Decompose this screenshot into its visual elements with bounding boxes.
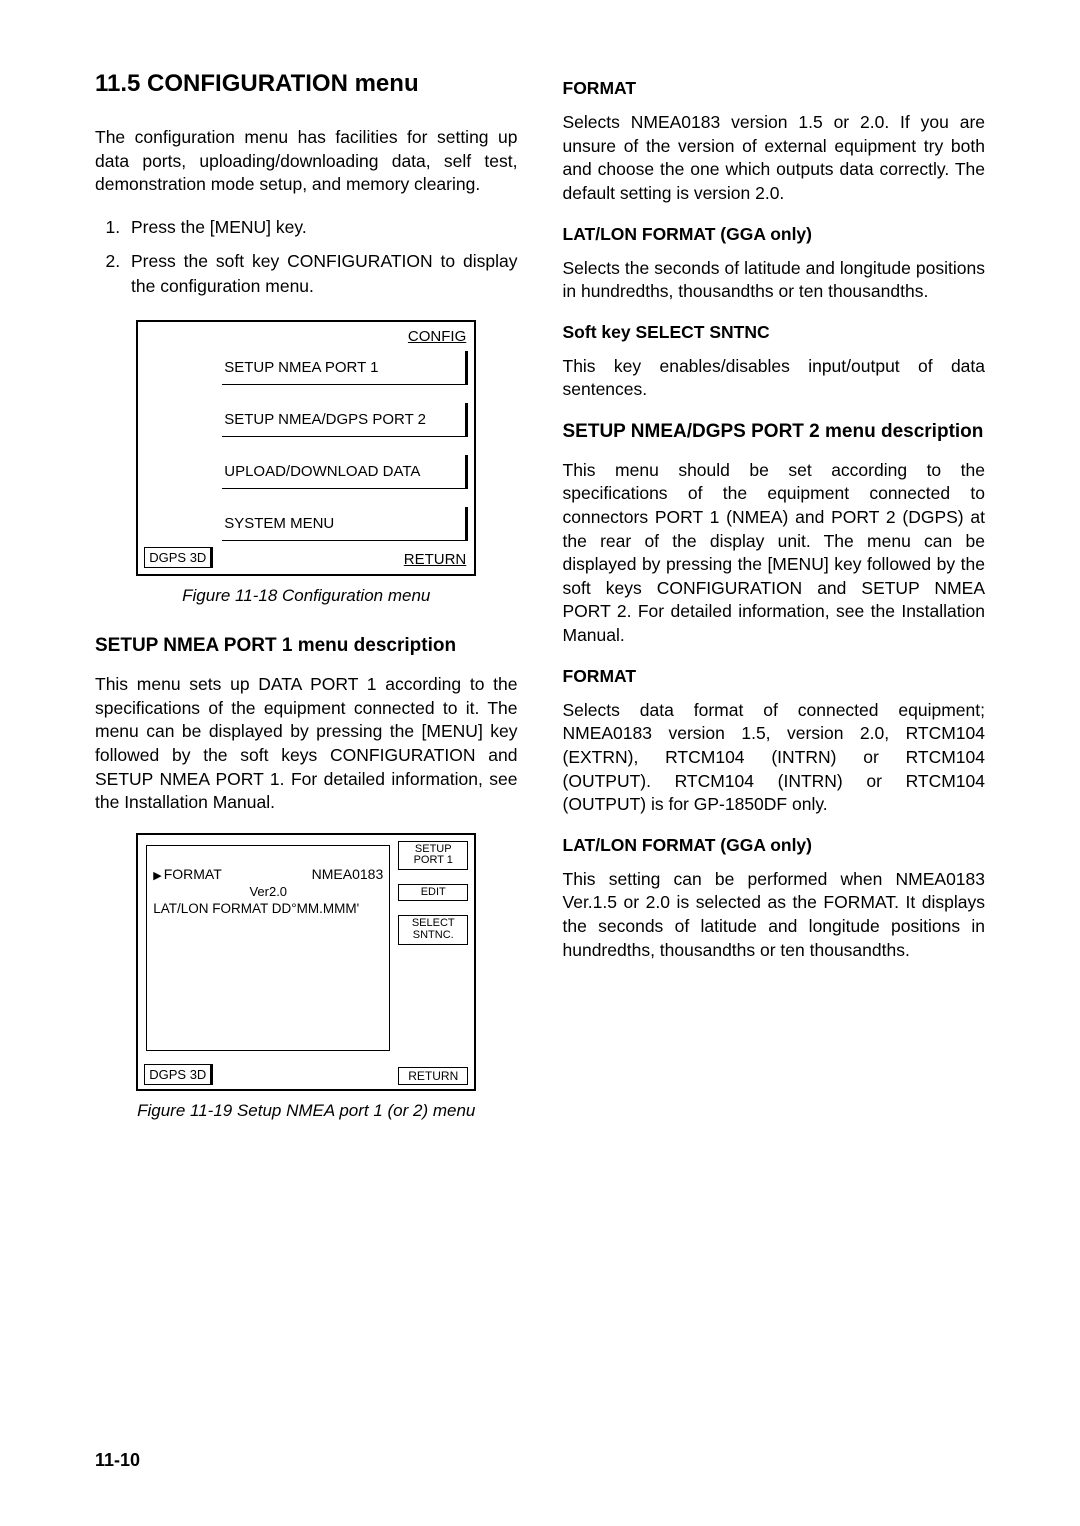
edit-softkey[interactable]: EDIT	[398, 884, 468, 902]
page-number: 11-10	[95, 1450, 140, 1471]
latlon-format-field[interactable]: LAT/LON FORMAT DD°MM.MMM'	[153, 901, 383, 916]
port1-body: This menu sets up DATA PORT 1 according …	[95, 673, 518, 815]
menu-item-upload-download[interactable]: UPLOAD/DOWNLOAD DATA	[222, 455, 468, 489]
latlon2-body: This setting can be performed when NMEA0…	[563, 868, 986, 963]
config-header-label: CONFIG	[144, 328, 468, 345]
softkey-heading: Soft key SELECT SNTNC	[563, 322, 986, 343]
intro-paragraph: The configuration menu has facilities fo…	[95, 126, 518, 197]
config-menu-figure: CONFIG SETUP NMEA PORT 1 SETUP NMEA/DGPS…	[136, 320, 476, 576]
figure-18-caption: Figure 11-18 Configuration menu	[95, 586, 518, 606]
menu-item-setup-nmea-dgps-2[interactable]: SETUP NMEA/DGPS PORT 2	[222, 403, 468, 437]
latlon2-heading: LAT/LON FORMAT (GGA only)	[563, 835, 986, 856]
format-field-label[interactable]: FORMAT	[153, 866, 222, 882]
port1-heading: SETUP NMEA PORT 1 menu description	[95, 634, 518, 659]
step-item: Press the [MENU] key.	[125, 215, 518, 240]
latlon-heading: LAT/LON FORMAT (GGA only)	[563, 224, 986, 245]
menu-item-setup-nmea-1[interactable]: SETUP NMEA PORT 1	[222, 351, 468, 385]
menu-item-label: SETUP NMEA PORT 1	[224, 359, 378, 376]
return-softkey[interactable]: RETURN	[404, 551, 469, 568]
port2-body: This menu should be set according to the…	[563, 459, 986, 648]
steps-list: Press the [MENU] key. Press the soft key…	[95, 215, 518, 299]
setup-port-softkey[interactable]: SETUP PORT 1	[398, 841, 468, 870]
left-column: 11.5 CONFIGURATION menu The configuratio…	[95, 70, 518, 1121]
step-item: Press the soft key CONFIGURATION to disp…	[125, 249, 518, 298]
menu-item-system-menu[interactable]: SYSTEM MENU	[222, 507, 468, 541]
return-softkey[interactable]: RETURN	[398, 1067, 468, 1085]
format-version: Ver2.0	[153, 884, 383, 899]
menu-item-label: SETUP NMEA/DGPS PORT 2	[224, 411, 426, 428]
select-sntnc-softkey[interactable]: SELECT SNTNC.	[398, 915, 468, 944]
format-heading: FORMAT	[563, 78, 986, 99]
latlon-body: Selects the seconds of latitude and long…	[563, 257, 986, 304]
format2-heading: FORMAT	[563, 666, 986, 687]
section-title: 11.5 CONFIGURATION menu	[95, 70, 518, 98]
menu-item-label: SYSTEM MENU	[224, 515, 334, 532]
menu-item-label: UPLOAD/DOWNLOAD DATA	[224, 463, 420, 480]
format-body: Selects NMEA0183 version 1.5 or 2.0. If …	[563, 111, 986, 206]
port2-heading: SETUP NMEA/DGPS PORT 2 menu description	[563, 420, 986, 445]
setup-main-panel: FORMAT NMEA0183 Ver2.0 LAT/LON FORMAT DD…	[146, 845, 390, 1051]
format-field-value: NMEA0183	[312, 866, 384, 882]
setup-port-menu-figure: FORMAT NMEA0183 Ver2.0 LAT/LON FORMAT DD…	[136, 833, 476, 1091]
format2-body: Selects data format of connected equipme…	[563, 699, 986, 817]
dgps-status-badge: DGPS 3D	[144, 1064, 213, 1085]
softkey-column: SETUP PORT 1 EDIT SELECT SNTNC.	[398, 841, 468, 945]
softkey-body: This key enables/disables input/output o…	[563, 355, 986, 402]
figure-19-caption: Figure 11-19 Setup NMEA port 1 (or 2) me…	[95, 1101, 518, 1121]
right-column: FORMAT Selects NMEA0183 version 1.5 or 2…	[563, 70, 986, 1121]
dgps-status-badge: DGPS 3D	[144, 547, 213, 568]
